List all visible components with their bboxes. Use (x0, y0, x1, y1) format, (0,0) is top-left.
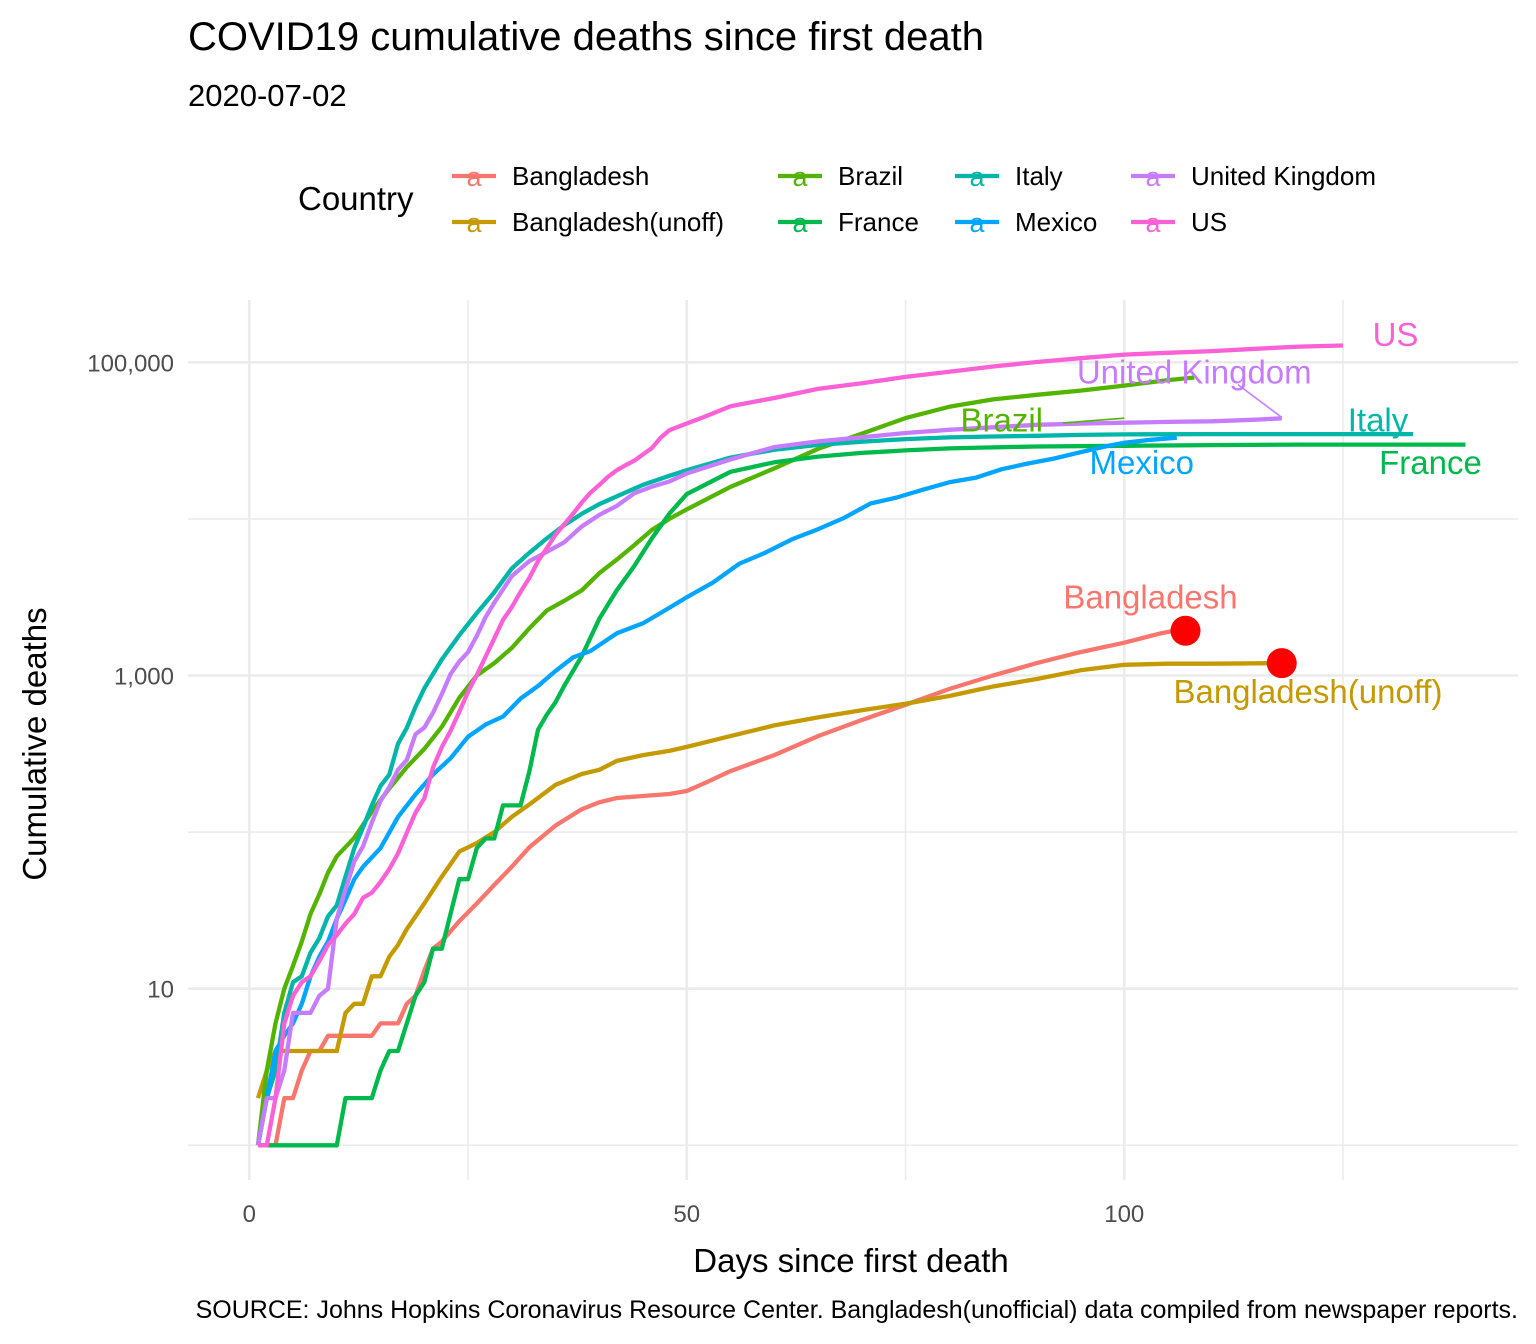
legend-key-glyph: a (792, 208, 808, 238)
series-line-bangladesh-unoff- (255, 660, 1282, 1099)
series-line-brazil (255, 375, 1195, 1146)
highlight-point (1266, 648, 1297, 679)
label-leader-line (1062, 417, 1125, 424)
series-label: Italy (1348, 402, 1409, 439)
legend-item: a France (778, 207, 919, 238)
chart-caption: SOURCE: Johns Hopkins Coronavirus Resour… (196, 1296, 1518, 1324)
x-tick-label: 50 (673, 1201, 700, 1228)
y-axis-title: Cumulative deaths (16, 607, 53, 880)
series-label: Bangladesh (1063, 578, 1237, 615)
legend-key-glyph: a (1145, 208, 1161, 238)
series-line-france (258, 442, 1466, 1148)
legend: Country a Bangladesh a Bangladesh(unoff) a Br… (298, 161, 1376, 238)
legend-key-glyph: a (969, 162, 985, 192)
series-line-us (258, 343, 1344, 1148)
legend-key-glyph: a (466, 208, 482, 238)
legend-item: a US (1131, 207, 1227, 238)
x-tick-label: 0 (243, 1201, 256, 1228)
legend-label: Mexico (1015, 207, 1097, 237)
series-line-united-kingdom (255, 416, 1282, 1146)
legend-item: a Mexico (955, 207, 1097, 238)
legend-item: a Bangladesh(unoff) (452, 207, 724, 238)
series-label: France (1379, 444, 1482, 481)
series-label: Brazil (960, 402, 1043, 439)
legend-label: US (1191, 207, 1227, 237)
y-tick-label: 100,000 (87, 350, 174, 377)
legend-label: Brazil (838, 161, 903, 191)
series-label: Mexico (1089, 444, 1194, 481)
label-leader-line (1237, 384, 1283, 419)
chart-subtitle: 2020-07-02 (188, 78, 347, 113)
series-labels: US United Kingdom Italy Brazil Mexico France B… (960, 316, 1481, 710)
legend-label: France (838, 207, 919, 237)
tick-labels: 0 50 100 10 1,000 100,000 (87, 350, 1144, 1228)
legend-title: Country (298, 180, 414, 217)
series-label: Bangladesh(unoff) (1173, 673, 1442, 710)
series-line-mexico (255, 435, 1177, 1146)
series-line-bangladesh (258, 626, 1186, 1148)
series-label: US (1373, 316, 1419, 353)
legend-label: United Kingdom (1191, 161, 1376, 191)
series-label: United Kingdom (1077, 354, 1312, 391)
legend-item: a United Kingdom (1131, 161, 1376, 192)
legend-label: Bangladesh (512, 161, 649, 191)
legend-item: a Italy (955, 161, 1063, 192)
legend-key-glyph: a (969, 208, 985, 238)
highlight-point (1170, 615, 1201, 646)
y-tick-label: 1,000 (114, 663, 174, 690)
legend-label: Bangladesh(unoff) (512, 207, 724, 237)
x-tick-label: 100 (1104, 1201, 1144, 1228)
label-leader-lines (1062, 384, 1283, 424)
legend-key-glyph: a (1145, 162, 1161, 192)
chart-title: COVID19 cumulative deaths since first de… (188, 15, 984, 59)
legend-key-glyph: a (466, 162, 482, 192)
highlight-points (1170, 615, 1297, 679)
series-line-italy (255, 431, 1413, 1146)
legend-item: a Brazil (778, 161, 903, 192)
series-lines (255, 343, 1466, 1148)
legend-label: Italy (1015, 161, 1063, 191)
x-axis-title: Days since first death (693, 1242, 1008, 1279)
y-tick-label: 10 (147, 977, 174, 1004)
legend-key-glyph: a (792, 162, 808, 192)
legend-item: a Bangladesh (452, 161, 649, 192)
